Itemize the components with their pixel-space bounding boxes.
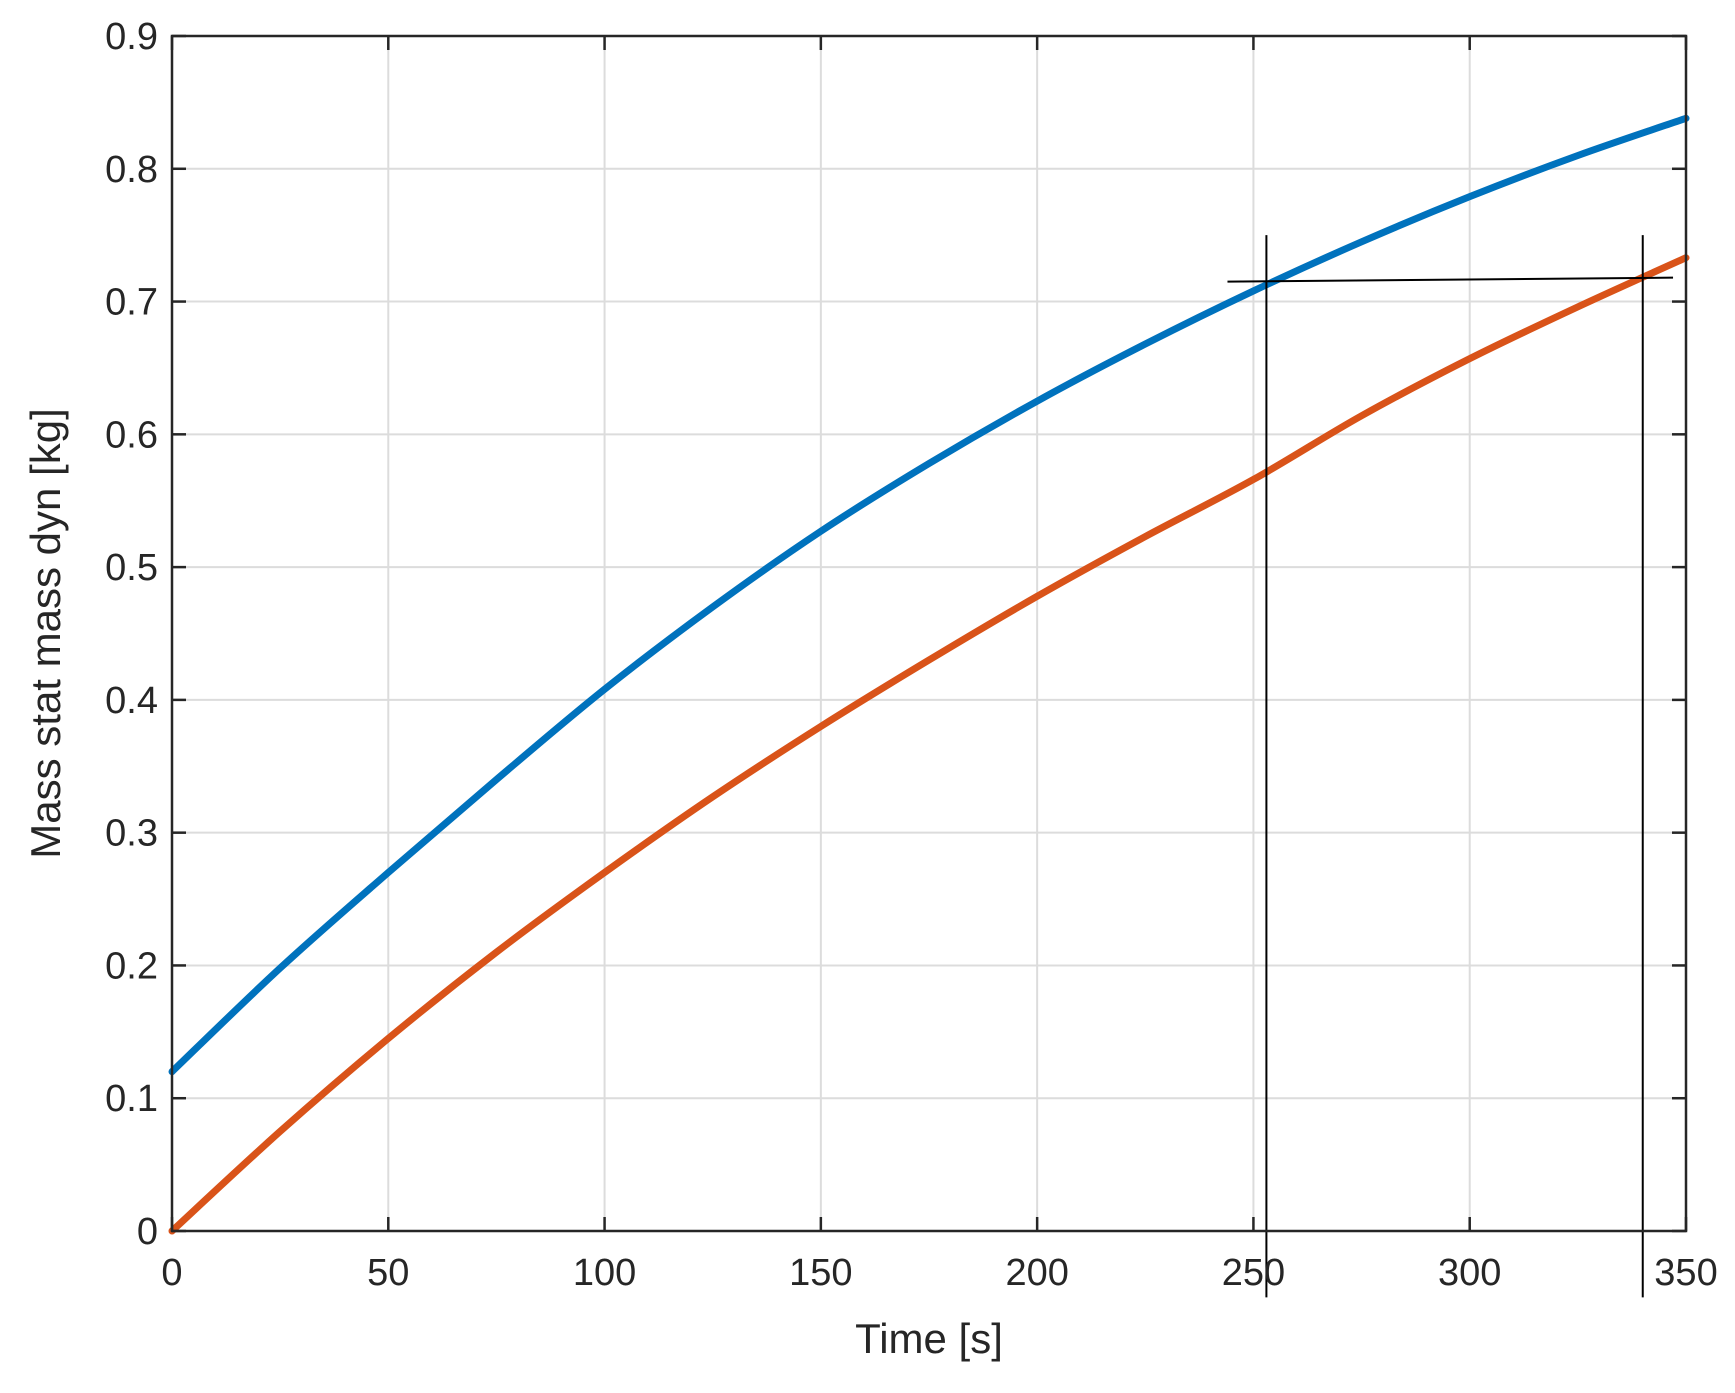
y-tick-label: 0.7 xyxy=(105,282,158,324)
y-tick-label: 0 xyxy=(137,1211,158,1253)
y-tick-label: 0.8 xyxy=(105,149,158,191)
y-tick-label: 0.4 xyxy=(105,680,158,722)
tick-marks xyxy=(170,34,1688,1233)
annotation-horizontal-line xyxy=(1227,276,1674,283)
x-tick-label: 0 xyxy=(161,1252,182,1294)
y-tick-label: 0.5 xyxy=(105,547,158,589)
x-tick-label: 250 xyxy=(1222,1252,1285,1294)
series-layer xyxy=(168,114,1690,1235)
y-tick-label: 0.2 xyxy=(105,945,158,987)
x-tick-label: 100 xyxy=(573,1252,636,1294)
plot-area-border xyxy=(170,34,1688,1233)
x-tick-label: 50 xyxy=(367,1252,409,1294)
grid xyxy=(172,36,1686,1231)
annotation-layer xyxy=(1227,235,1674,1298)
x-tick-label: 150 xyxy=(789,1252,852,1294)
x-tick-label: 300 xyxy=(1438,1252,1501,1294)
series-line-1 xyxy=(168,114,1690,1076)
y-tick-label: 0.3 xyxy=(105,813,158,855)
y-tick-label: 0.9 xyxy=(105,16,158,58)
x-axis-label: Time [s] xyxy=(855,1315,1003,1362)
x-tick-label: 350 xyxy=(1654,1252,1717,1294)
y-tick-label: 0.1 xyxy=(105,1078,158,1120)
y-tick-labels: 0 0.1 0.2 0.3 0.4 0.5 0.6 0.7 0.8 0.9 xyxy=(105,16,158,1253)
x-tick-labels: 0 50 100 150 200 250 300 350 xyxy=(161,1252,1717,1294)
y-tick-label: 0.6 xyxy=(105,414,158,456)
x-tick-label: 200 xyxy=(1005,1252,1068,1294)
y-axis-label: Mass stat mass dyn [kg] xyxy=(22,408,69,858)
series-line-2 xyxy=(168,254,1690,1235)
